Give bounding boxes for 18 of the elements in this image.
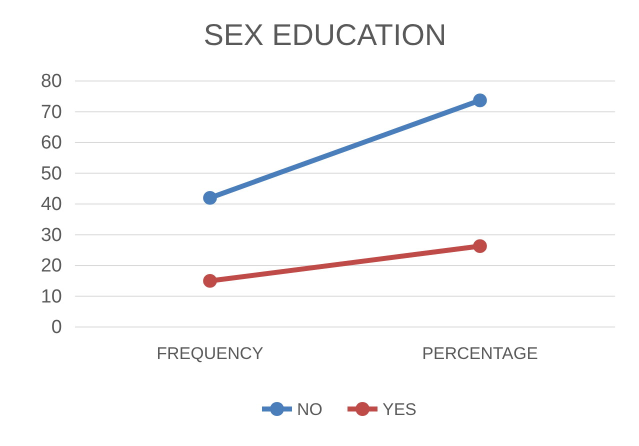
y-tick-label: 70 (40, 102, 62, 123)
legend-label: YES (382, 400, 417, 419)
legend-label: NO (297, 400, 322, 419)
chart-title: SEX EDUCATION (204, 19, 446, 52)
x-tick-label: PERCENTAGE (422, 344, 538, 364)
y-tick-label: 60 (40, 132, 62, 154)
x-tick-label: FREQUENCY (156, 344, 264, 364)
y-tick-label: 40 (40, 194, 62, 216)
point (473, 93, 487, 108)
y-tick-label: 10 (40, 286, 62, 308)
y-tick-label: 50 (40, 163, 62, 184)
y-tick-label: 80 (40, 71, 62, 92)
y-tick-label: 20 (40, 256, 62, 277)
point (203, 274, 217, 288)
y-tick-label: 30 (40, 224, 62, 246)
point (203, 190, 217, 205)
point (473, 239, 487, 254)
y-tick-label: 0 (51, 317, 62, 338)
